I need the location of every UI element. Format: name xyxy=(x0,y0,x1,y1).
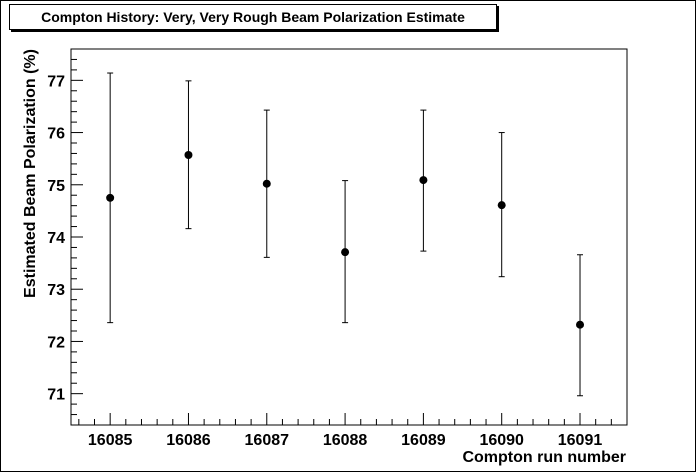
y-tick-label: 77 xyxy=(47,73,65,90)
data-point xyxy=(576,320,585,329)
x-tick-label: 16089 xyxy=(401,432,446,449)
data-point xyxy=(497,201,506,210)
y-tick-label: 74 xyxy=(47,230,65,247)
y-axis-label: Estimated Beam Polarization (%) xyxy=(22,49,39,298)
error-bars xyxy=(107,72,584,397)
data-point xyxy=(341,248,350,257)
y-tick-label: 73 xyxy=(47,282,65,299)
data-point xyxy=(184,151,193,160)
x-tick-label: 16090 xyxy=(479,432,524,449)
y-axis-ticks: 71 72 73 74 75 76 77 xyxy=(47,48,83,426)
x-tick-label: 16091 xyxy=(558,432,603,449)
x-tick-label: 16088 xyxy=(323,432,368,449)
data-point xyxy=(106,193,115,202)
y-tick-label: 72 xyxy=(47,334,65,351)
y-tick-label: 71 xyxy=(47,387,65,404)
x-tick-label: 16086 xyxy=(166,432,211,449)
x-tick-label: 16085 xyxy=(88,432,133,449)
data-points xyxy=(106,151,585,329)
data-point xyxy=(419,176,428,185)
plot-frame xyxy=(70,48,628,426)
y-tick-label: 75 xyxy=(47,178,65,195)
y-tick-label: 76 xyxy=(47,126,65,143)
x-axis-label: Compton run number xyxy=(462,449,626,466)
x-axis-ticks: 16085 16086 16087 16088 16089 16090 16091 xyxy=(78,413,628,449)
x-tick-label: 16087 xyxy=(245,432,290,449)
title-box: Compton History: Very, Very Rough Beam P… xyxy=(9,4,497,30)
chart-title: Compton History: Very, Very Rough Beam P… xyxy=(41,9,465,25)
data-point xyxy=(262,179,271,188)
